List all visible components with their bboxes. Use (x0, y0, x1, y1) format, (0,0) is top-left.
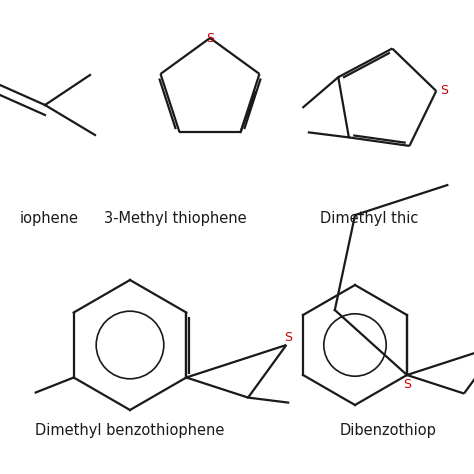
Text: Dimethyl benzothiophene: Dimethyl benzothiophene (35, 422, 225, 438)
Text: S: S (440, 84, 448, 98)
Text: 3-Methyl thiophene: 3-Methyl thiophene (104, 210, 246, 226)
Text: S: S (403, 377, 411, 391)
Text: S: S (284, 330, 292, 344)
Text: Dibenzothiop: Dibenzothiop (340, 422, 437, 438)
Text: Dimethyl thic: Dimethyl thic (320, 210, 419, 226)
Text: S: S (206, 31, 214, 45)
Text: iophene: iophene (20, 210, 79, 226)
